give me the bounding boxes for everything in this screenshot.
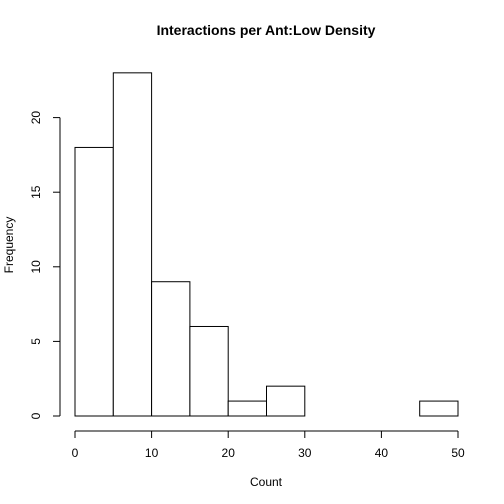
x-tick-label-3: 30 [298,446,312,460]
bars-group [74,72,459,417]
histogram-bar-5 [266,385,306,417]
y-tick-label-4: 20 [29,111,43,125]
histogram-bar-0 [74,146,114,417]
y-axis-label: Frequency [2,217,16,274]
chart-title: Interactions per Ant:Low Density [157,22,376,38]
y-axis: 0 5 10 15 20 [29,111,61,419]
histogram-bar-9 [419,400,459,417]
x-tick-label-1: 10 [145,446,159,460]
y-tick-label-0: 0 [29,412,43,419]
y-tick-label-1: 5 [29,338,43,345]
histogram-bar-3 [189,325,229,417]
histogram-bar-1 [112,72,153,417]
y-tick-label-2: 10 [29,260,43,274]
y-tick-label-3: 15 [29,185,43,199]
x-axis: 0 10 20 30 40 50 [72,430,465,460]
x-axis-label: Count [250,475,283,489]
x-tick-label-0: 0 [72,446,79,460]
x-tick-label-5: 50 [451,446,465,460]
histogram-bar-2 [151,281,191,417]
x-tick-label-4: 40 [375,446,389,460]
histogram-bar-4 [227,400,267,417]
x-tick-label-2: 20 [222,446,236,460]
